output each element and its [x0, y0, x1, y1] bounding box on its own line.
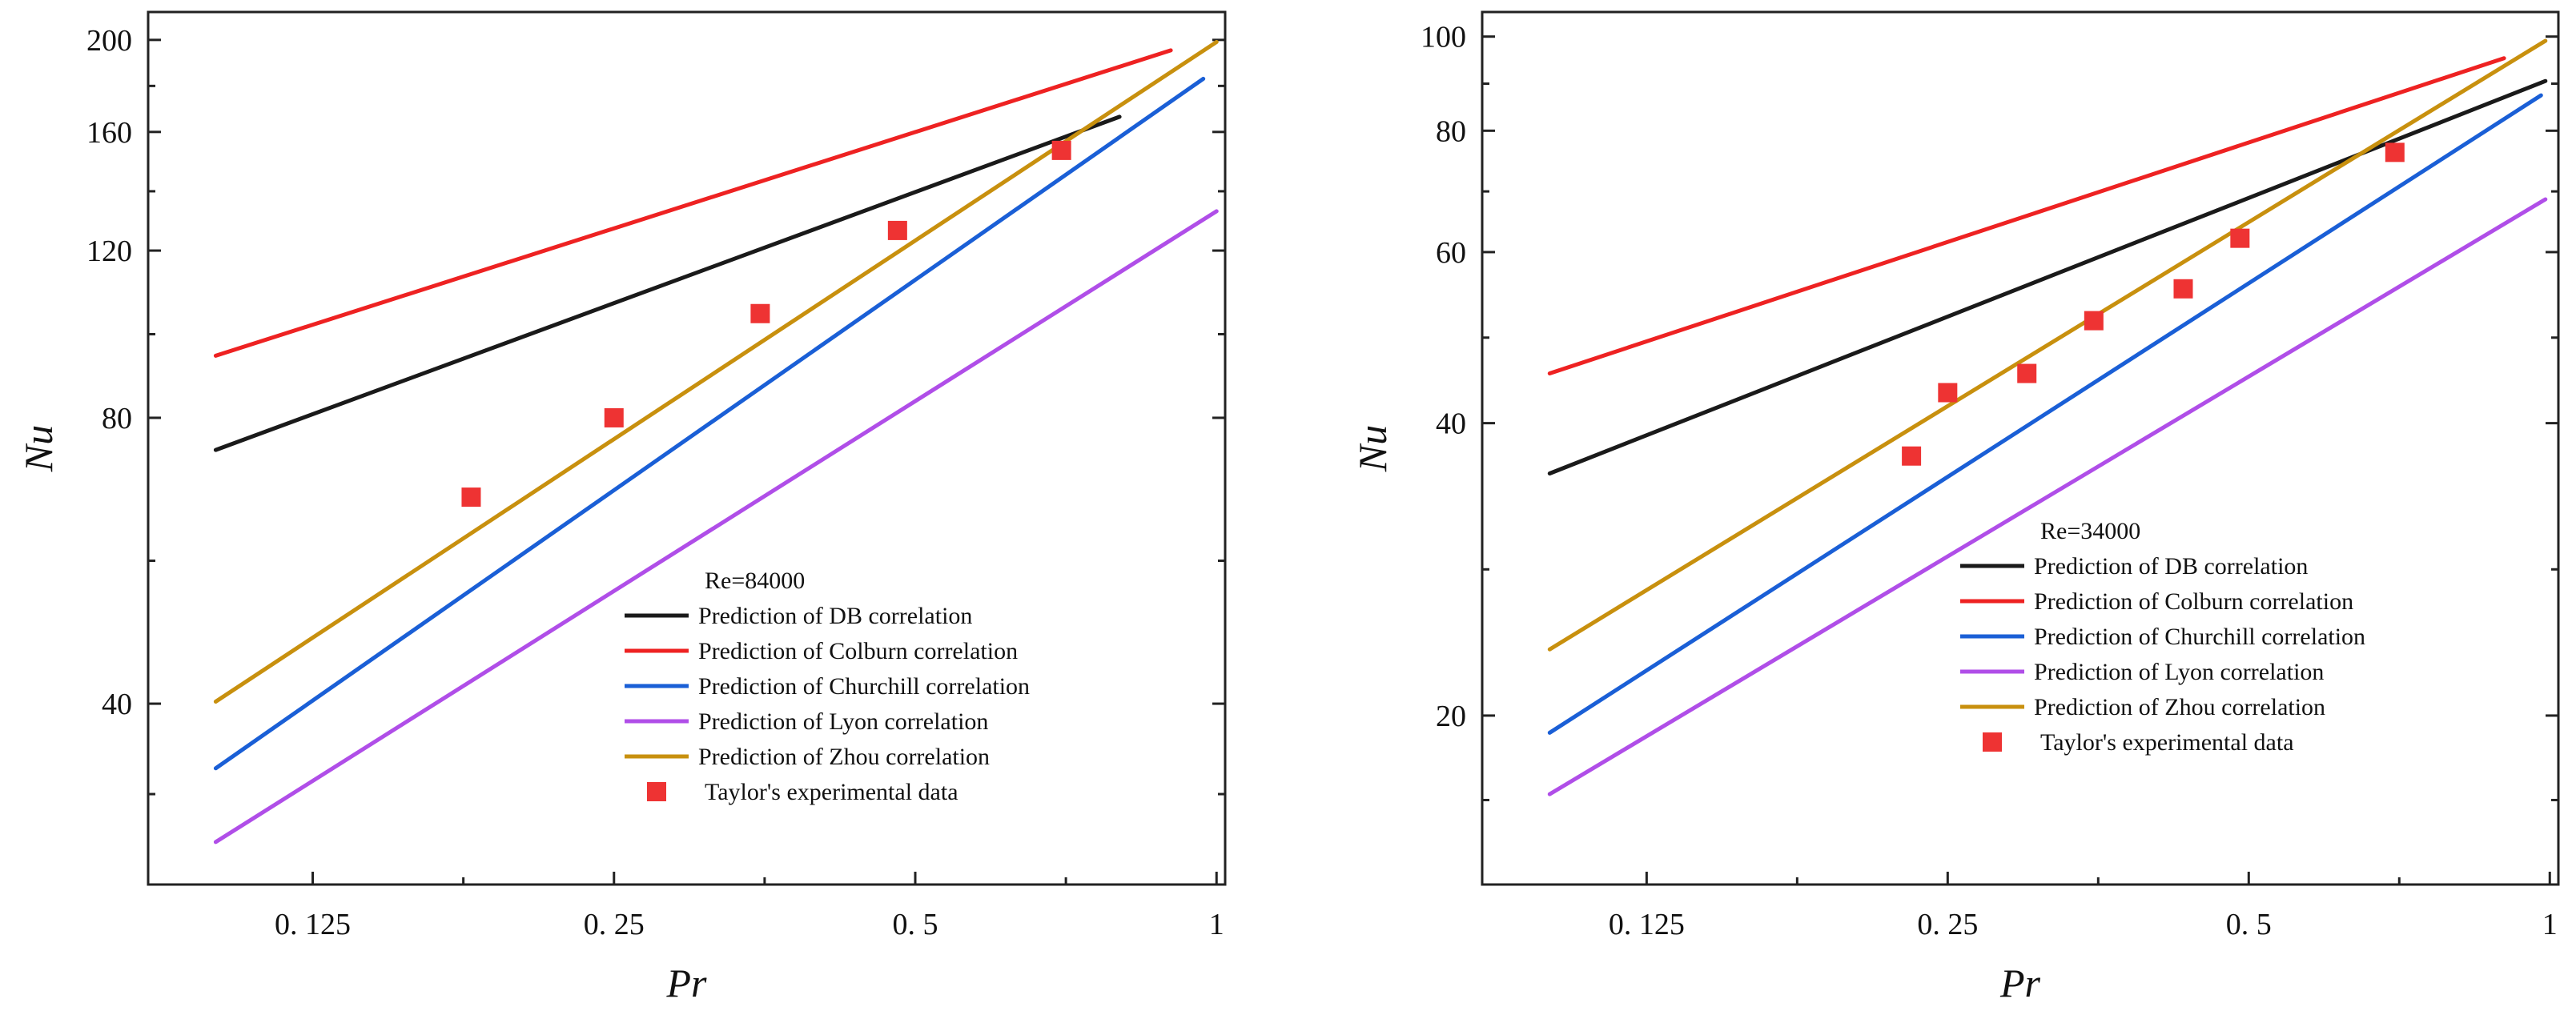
data-point-marker — [2084, 311, 2104, 331]
legend: Re=84000 Prediction of DB correlation Pred… — [625, 568, 1030, 805]
y-tick-label: 40 — [102, 688, 132, 721]
y-tick-label: 60 — [1436, 236, 1466, 270]
legend-label-db-correlation: Prediction of DB correlation — [698, 603, 972, 629]
y-tick-label: 160 — [86, 116, 132, 150]
y-tick-label: 200 — [86, 24, 132, 58]
data-point-marker — [2230, 228, 2250, 248]
x-tick-label: 0. 125 — [1609, 908, 1685, 941]
data-point-marker — [604, 407, 624, 427]
legend-label-experimental-data: Taylor's experimental data — [705, 779, 958, 805]
data-point-marker — [1051, 140, 1071, 160]
data-point-marker — [461, 487, 481, 508]
legend-title: Re=34000 — [2040, 518, 2140, 544]
data-point-marker — [750, 303, 770, 323]
y-tick-label: 100 — [1421, 21, 1466, 54]
legend-label-churchill-correlation: Prediction of Churchill correlation — [2034, 624, 2365, 650]
legend-label-zhou-correlation: Prediction of Zhou correlation — [2034, 694, 2325, 720]
legend: Re=34000 Prediction of DB correlation Pred… — [1960, 518, 2365, 756]
x-tick-label: 0. 25 — [584, 908, 645, 941]
series-line-db-correlation — [1547, 78, 2548, 475]
plot-frame — [1481, 10, 2560, 886]
series-line-zhou-correlation — [213, 39, 1219, 704]
y-tick-label: 40 — [1436, 407, 1466, 441]
series-line-churchill-correlation — [1547, 93, 2543, 735]
legend-label-churchill-correlation: Prediction of Churchill correlation — [698, 673, 1030, 700]
y-axis-title: Nu — [1350, 425, 1395, 472]
series-line-colburn-correlation — [213, 48, 1173, 358]
right-panel: 0. 125 0. 25 0. 5 1 20 40 60 80 100 Pr Nu Re=34000 P… — [1350, 10, 2560, 1005]
series-line-lyon-correlation — [213, 209, 1219, 844]
y-axis-title: Nu — [16, 425, 61, 472]
x-tick-label: 1 — [1209, 908, 1224, 941]
legend-swatch-experimental-data — [1983, 732, 2002, 752]
legend-label-colburn-correlation: Prediction of Colburn correlation — [698, 638, 1018, 664]
x-tick-label: 0. 25 — [1917, 908, 1978, 941]
series-line-lyon-correlation — [1547, 197, 2548, 796]
y-tick-label: 80 — [1436, 114, 1466, 148]
x-tick-label: 0. 5 — [2226, 908, 2272, 941]
series-line-churchill-correlation — [213, 76, 1206, 771]
legend-title: Re=84000 — [705, 568, 805, 594]
series-line-db-correlation — [213, 114, 1122, 452]
legend-label-zhou-correlation: Prediction of Zhou correlation — [698, 744, 990, 770]
plot-frame — [147, 10, 1227, 886]
data-point-marker — [2017, 363, 2037, 383]
x-tick-label: 1 — [2542, 908, 2558, 941]
x-axis-title: Pr — [666, 961, 708, 1005]
legend-label-db-correlation: Prediction of DB correlation — [2034, 553, 2308, 580]
left-panel: 0. 125 0. 25 0. 5 1 40 80 120 160 200 Pr Nu Re=8400… — [16, 10, 1227, 1005]
y-tick-label: 20 — [1436, 700, 1466, 733]
x-tick-label: 0. 5 — [893, 908, 938, 941]
y-tick-label: 120 — [86, 235, 132, 268]
x-tick-label: 0. 125 — [275, 908, 351, 941]
legend-label-colburn-correlation: Prediction of Colburn correlation — [2034, 588, 2353, 615]
legend-label-experimental-data: Taylor's experimental data — [2040, 729, 2294, 756]
legend-label-lyon-correlation: Prediction of Lyon correlation — [698, 708, 988, 735]
data-point-marker — [1938, 383, 1958, 403]
legend-label-lyon-correlation: Prediction of Lyon correlation — [2034, 659, 2324, 685]
legend-swatch-experimental-data — [647, 782, 666, 801]
series-line-colburn-correlation — [1547, 56, 2506, 375]
data-point-marker — [1902, 446, 1922, 466]
data-point-marker — [2173, 279, 2193, 299]
data-point-marker — [2385, 142, 2405, 162]
y-tick-label: 80 — [102, 402, 132, 435]
data-point-marker — [887, 220, 907, 240]
x-axis-title: Pr — [1999, 961, 2041, 1005]
series-line-zhou-correlation — [1547, 38, 2548, 652]
